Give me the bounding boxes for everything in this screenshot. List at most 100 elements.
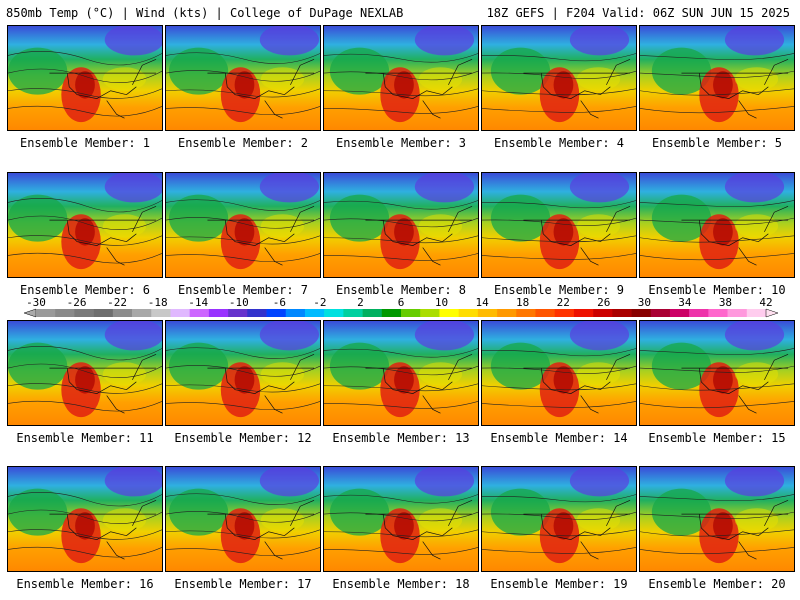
colorbar-swatch — [727, 309, 748, 317]
colorbar-swatch — [324, 309, 344, 317]
colorbar-tick-label: 14 — [475, 297, 489, 309]
colorbar-swatch — [36, 309, 56, 317]
temperature-map — [8, 26, 162, 130]
colorbar-tick-label: 34 — [678, 297, 692, 309]
colorbar-swatch — [285, 309, 306, 317]
colorbar-tick-label: 42 — [759, 297, 772, 309]
ensemble-map-panel — [165, 320, 321, 426]
colorbar-swatch — [573, 309, 594, 317]
colorbar-swatch — [170, 309, 190, 317]
colorbar-swatch — [497, 309, 517, 317]
colorbar-swatch — [516, 309, 536, 317]
temperature-map — [482, 321, 636, 425]
temperature-map — [640, 321, 794, 425]
ensemble-member-label: Ensemble Member: 8 — [335, 283, 467, 297]
ensemble-member-label: Ensemble Member: 12 — [174, 431, 312, 445]
ensemble-map-panel — [165, 172, 321, 278]
ensemble-member-label: Ensemble Member: 15 — [648, 431, 786, 445]
colorbar-swatch — [420, 309, 440, 317]
ensemble-map-panel — [639, 466, 795, 572]
ensemble-map-panel — [481, 466, 637, 572]
ensemble-member-label: Ensemble Member: 7 — [177, 283, 309, 297]
ensemble-map-panel — [165, 466, 321, 572]
colorbar-tick-label: 26 — [597, 297, 610, 309]
colorbar-swatch — [458, 309, 479, 317]
colorbar-swatch — [554, 309, 575, 317]
colorbar-swatch — [93, 309, 114, 317]
ensemble-member-label: Ensemble Member: 14 — [490, 431, 628, 445]
colorbar-swatch — [689, 309, 709, 317]
ensemble-member-label: Ensemble Member: 19 — [490, 577, 628, 591]
colorbar-swatch — [132, 309, 152, 317]
ensemble-member-label: Ensemble Member: 3 — [335, 136, 467, 150]
ensemble-member-label: Ensemble Member: 4 — [493, 136, 625, 150]
colorbar-tick-label: -2 — [313, 297, 326, 309]
colorbar-swatch — [708, 309, 728, 317]
temperature-map — [324, 26, 478, 130]
colorbar-swatch — [612, 309, 632, 317]
colorbar-swatch — [151, 309, 171, 317]
temperature-map — [324, 467, 478, 571]
colorbar-tick-label: -30 — [26, 297, 46, 309]
colorbar-tick-label: 18 — [516, 297, 529, 309]
colorbar-swatch — [247, 309, 267, 317]
ensemble-member-label: Ensemble Member: 13 — [332, 431, 470, 445]
ensemble-map-panel — [639, 25, 795, 131]
ensemble-member-label: Ensemble Member: 17 — [174, 577, 312, 591]
temperature-map — [482, 26, 636, 130]
temperature-colorbar: -30 -26 -22 -18 -14 -10 -6 -2 2 6 10 14 18 22 26 30 34 38… — [23, 297, 779, 318]
ensemble-map-panel — [165, 25, 321, 131]
temperature-map — [482, 173, 636, 277]
ensemble-map-panel — [7, 25, 163, 131]
temperature-map — [8, 173, 162, 277]
ensemble-member-label: Ensemble Member: 5 — [651, 136, 783, 150]
colorbar-tick-label: -14 — [188, 297, 208, 309]
colorbar-tick-label: 38 — [719, 297, 732, 309]
colorbar-swatch — [228, 309, 248, 317]
ensemble-member-label: Ensemble Member: 9 — [493, 283, 625, 297]
colorbar-swatch — [631, 309, 652, 317]
colorbar-swatch — [74, 309, 94, 317]
ensemble-member-label: Ensemble Member: 6 — [19, 283, 151, 297]
colorbar-swatch — [746, 309, 767, 317]
ensemble-member-label: Ensemble Member: 18 — [332, 577, 470, 591]
ensemble-member-label: Ensemble Member: 20 — [648, 577, 786, 591]
ensemble-map-panel — [7, 466, 163, 572]
colorbar-tick-label: -18 — [148, 297, 168, 309]
ensemble-map-panel — [639, 172, 795, 278]
colorbar-swatch — [208, 309, 229, 317]
ensemble-map-panel — [323, 25, 479, 131]
ensemble-map-panel — [323, 320, 479, 426]
colorbar-tick-label: 6 — [398, 297, 405, 309]
ensemble-map-panel — [639, 320, 795, 426]
colorbar-swatch — [650, 309, 671, 317]
colorbar-swatch — [304, 309, 325, 317]
ensemble-map-panel — [7, 172, 163, 278]
colorbar-swatch — [669, 309, 690, 317]
temperature-map — [166, 26, 320, 130]
valid-time: 18Z GEFS | F204 Valid: 06Z SUN JUN 15 20… — [486, 6, 790, 20]
temperature-map — [324, 321, 478, 425]
ensemble-member-label: Ensemble Member: 11 — [16, 431, 154, 445]
colorbar-swatch — [266, 309, 287, 317]
colorbar-tick-label: -26 — [67, 297, 87, 309]
colorbar-swatch — [535, 309, 555, 317]
ensemble-map-panel — [481, 172, 637, 278]
ensemble-map-panel — [7, 320, 163, 426]
colorbar-swatch — [401, 309, 421, 317]
temperature-map — [166, 173, 320, 277]
colorbar-tick-label: -10 — [229, 297, 249, 309]
colorbar-swatch — [593, 309, 613, 317]
temperature-map — [482, 467, 636, 571]
temperature-map — [640, 467, 794, 571]
colorbar-swatch — [477, 309, 498, 317]
colorbar-tick-label: 10 — [435, 297, 448, 309]
colorbar-tick-label: 2 — [357, 297, 364, 309]
temperature-map — [8, 467, 162, 571]
temperature-map — [166, 321, 320, 425]
ensemble-member-label: Ensemble Member: 2 — [177, 136, 309, 150]
colorbar-swatch — [439, 309, 459, 317]
colorbar-swatch — [55, 309, 75, 317]
colorbar-tick-label: -6 — [273, 297, 286, 309]
chart-title: 850mb Temp (°C) | Wind (kts) | College o… — [6, 6, 404, 20]
